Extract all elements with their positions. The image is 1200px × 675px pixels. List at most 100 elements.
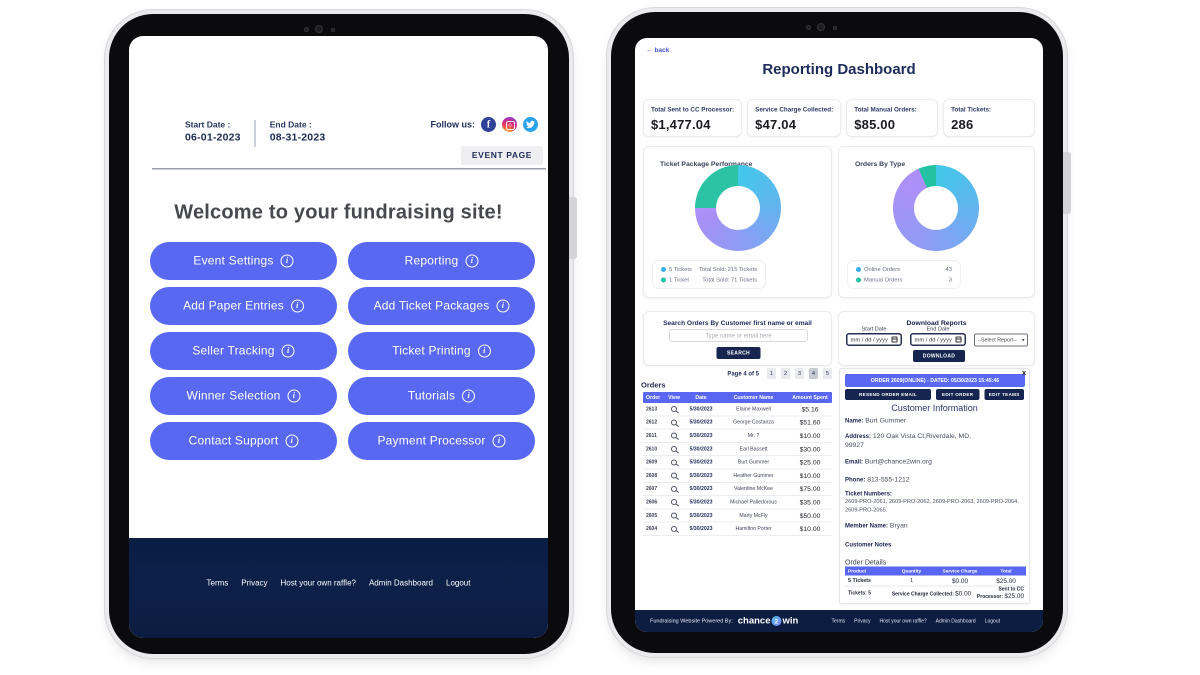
event-page-button[interactable]: EVENT PAGE: [461, 146, 543, 165]
stat-card-manual-orders: Total Manual Orders: $85.00: [846, 99, 939, 137]
customer-address-field: Address: 120 Oak Vista Ct,Riverdale, MD,…: [845, 432, 971, 449]
header-divider: [152, 168, 546, 170]
info-icon[interactable]: i: [492, 434, 506, 448]
camera-lens: [315, 25, 323, 33]
page-button-3[interactable]: 3: [795, 368, 804, 379]
back-link[interactable]: ← back: [646, 46, 670, 54]
info-icon[interactable]: i: [496, 299, 510, 313]
table-row: 2604 5/30/2023 Hamilton Porter $10.00: [643, 522, 832, 536]
welcome-heading: Welcome to your fundraising site!: [174, 201, 503, 223]
table-row: 2608 5/30/2023 Heather Gummer $10.00: [643, 469, 832, 483]
view-order-icon[interactable]: [665, 499, 683, 506]
orders-table-header: Order View Date Customer Name Amount Spe…: [643, 392, 832, 403]
view-order-icon[interactable]: [665, 419, 683, 426]
end-date-input[interactable]: mm / dd / yyyy: [910, 333, 966, 346]
stat-card-total-tickets: Total Tickets: 286: [943, 99, 1035, 137]
edit-teams-button[interactable]: EDIT TEAMS: [984, 389, 1024, 400]
page-button-4[interactable]: 4: [809, 368, 818, 379]
info-icon[interactable]: i: [285, 434, 299, 448]
info-icon[interactable]: i: [287, 389, 301, 403]
order-detail-header: ORDER 2609(ONLINE) - DATED: 05/30/2023 1…: [845, 374, 1025, 387]
search-input[interactable]: [669, 329, 808, 342]
view-order-icon[interactable]: [665, 406, 683, 413]
payment-processor-button[interactable]: Payment Processor i: [348, 422, 535, 460]
legend-dot: [661, 266, 666, 272]
right-tablet-frame: ← back Reporting Dashboard Total Sent to …: [611, 12, 1071, 653]
footer-link-host[interactable]: Host your own raffle?: [280, 579, 356, 588]
member-name-field: Member Name: Bryan: [845, 521, 908, 530]
menu-grid: Event Settings i Reporting i Add Paper Ent…: [150, 242, 535, 460]
start-date-input[interactable]: mm / dd / yyyy: [846, 333, 902, 346]
page-button-1[interactable]: 1: [767, 368, 776, 379]
info-icon[interactable]: i: [462, 389, 476, 403]
dashboard-footer: Fundraising Website Powered By: chance 2 w…: [635, 610, 1043, 632]
facebook-icon[interactable]: f: [481, 117, 496, 132]
ticket-printing-button[interactable]: Ticket Printing i: [348, 332, 535, 370]
view-order-icon[interactable]: [665, 459, 683, 466]
info-icon[interactable]: i: [465, 254, 479, 268]
info-icon[interactable]: i: [280, 254, 294, 268]
table-row: 2609 5/30/2023 Burt Gummer $25.00: [643, 456, 832, 470]
orders-by-type-card: Orders By Type Online Orders 43 Manual O…: [838, 146, 1035, 298]
view-order-icon[interactable]: [665, 472, 683, 479]
end-date-label: End Date: [926, 326, 950, 332]
search-orders-card: Search Orders By Customer first name or …: [643, 311, 832, 366]
legend-dot: [661, 277, 666, 283]
order-details-summary: Tickets: 5 Service Charge Collected: $0.…: [848, 586, 1024, 600]
stat-card-service-charge: Service Charge Collected: $47.04: [747, 99, 842, 137]
footer-link-logout[interactable]: Logout: [984, 618, 1000, 624]
site-footer: Terms Privacy Host your own raffle? Admi…: [129, 538, 548, 638]
view-order-icon[interactable]: [665, 485, 683, 492]
search-button[interactable]: SEARCH: [716, 347, 761, 359]
tutorials-button[interactable]: Tutorials i: [348, 377, 535, 415]
date-separator: [254, 120, 256, 147]
powered-by-label: Fundraising Website Powered By:: [650, 618, 733, 624]
chart-legend: Online Orders 43 Manual Orders 3: [847, 260, 961, 289]
instagram-icon[interactable]: [502, 117, 517, 132]
view-order-icon[interactable]: [665, 512, 683, 519]
ticket-numbers-value: 2609-PRO-2061, 2609-PRO-2062, 2609-PRO-2…: [845, 498, 1019, 514]
info-icon[interactable]: i: [281, 344, 295, 358]
footer-link-host[interactable]: Host your own raffle?: [879, 618, 927, 624]
download-reports-card: Download Reports Start Date mm / dd / yy…: [838, 311, 1035, 366]
page-button-2[interactable]: 2: [781, 368, 790, 379]
download-button[interactable]: DOWNLOAD: [913, 350, 965, 362]
winner-selection-button[interactable]: Winner Selection i: [150, 377, 337, 415]
ticket-numbers-label: Ticket Numbers:: [845, 490, 892, 497]
footer-link-privacy[interactable]: Privacy: [854, 618, 871, 624]
info-icon[interactable]: i: [290, 299, 304, 313]
reporting-button[interactable]: Reporting i: [348, 242, 535, 280]
contact-support-button[interactable]: Contact Support i: [150, 422, 337, 460]
add-paper-entries-button[interactable]: Add Paper Entries i: [150, 287, 337, 325]
footer-link-admin[interactable]: Admin Dashboard: [368, 579, 434, 588]
add-ticket-packages-button[interactable]: Add Ticket Packages i: [348, 287, 535, 325]
report-select[interactable]: --Select Report-- ▾: [974, 333, 1028, 347]
customer-phone-field: Phone: 813-555-1212: [845, 475, 910, 484]
page-indicator: Page 4 of 5: [727, 370, 759, 377]
volume-button: [569, 197, 577, 259]
order-detail-panel: x ORDER 2609(ONLINE) - DATED: 05/30/2023…: [839, 368, 1030, 604]
footer-link-admin[interactable]: Admin Dashboard: [935, 618, 976, 624]
edit-order-button[interactable]: EDIT ORDER: [935, 389, 980, 400]
order-details-table: Product Quantity Service Charge Total 5 …: [845, 566, 1026, 600]
view-order-icon[interactable]: [665, 432, 683, 439]
back-arrow-icon: ←: [646, 46, 653, 54]
twitter-icon[interactable]: [523, 117, 538, 132]
footer-link-privacy[interactable]: Privacy: [241, 579, 268, 588]
start-date-label: Start Date: [861, 326, 887, 332]
left-tablet-frame: Start Date : 06-01-2023 End Date : 08-31…: [109, 14, 577, 654]
footer-link-terms[interactable]: Terms: [206, 579, 229, 588]
close-icon[interactable]: x: [1022, 368, 1026, 377]
seller-tracking-button[interactable]: Seller Tracking i: [150, 332, 337, 370]
event-settings-button[interactable]: Event Settings i: [150, 242, 337, 280]
info-icon[interactable]: i: [477, 344, 491, 358]
view-order-icon[interactable]: [665, 525, 683, 532]
resend-order-email-button[interactable]: RESEND ORDER EMAIL: [845, 389, 931, 400]
start-date-label: Start Date :: [185, 120, 231, 130]
page-button-5[interactable]: 5: [823, 368, 832, 379]
stat-cards: Total Sent to CC Processor: $1,477.04 Se…: [643, 99, 1035, 137]
view-order-icon[interactable]: [665, 446, 683, 453]
table-row: 2606 5/30/2023 Michael Palledorous $35.00: [643, 496, 832, 510]
footer-link-terms[interactable]: Terms: [831, 618, 846, 624]
footer-link-logout[interactable]: Logout: [446, 579, 471, 588]
